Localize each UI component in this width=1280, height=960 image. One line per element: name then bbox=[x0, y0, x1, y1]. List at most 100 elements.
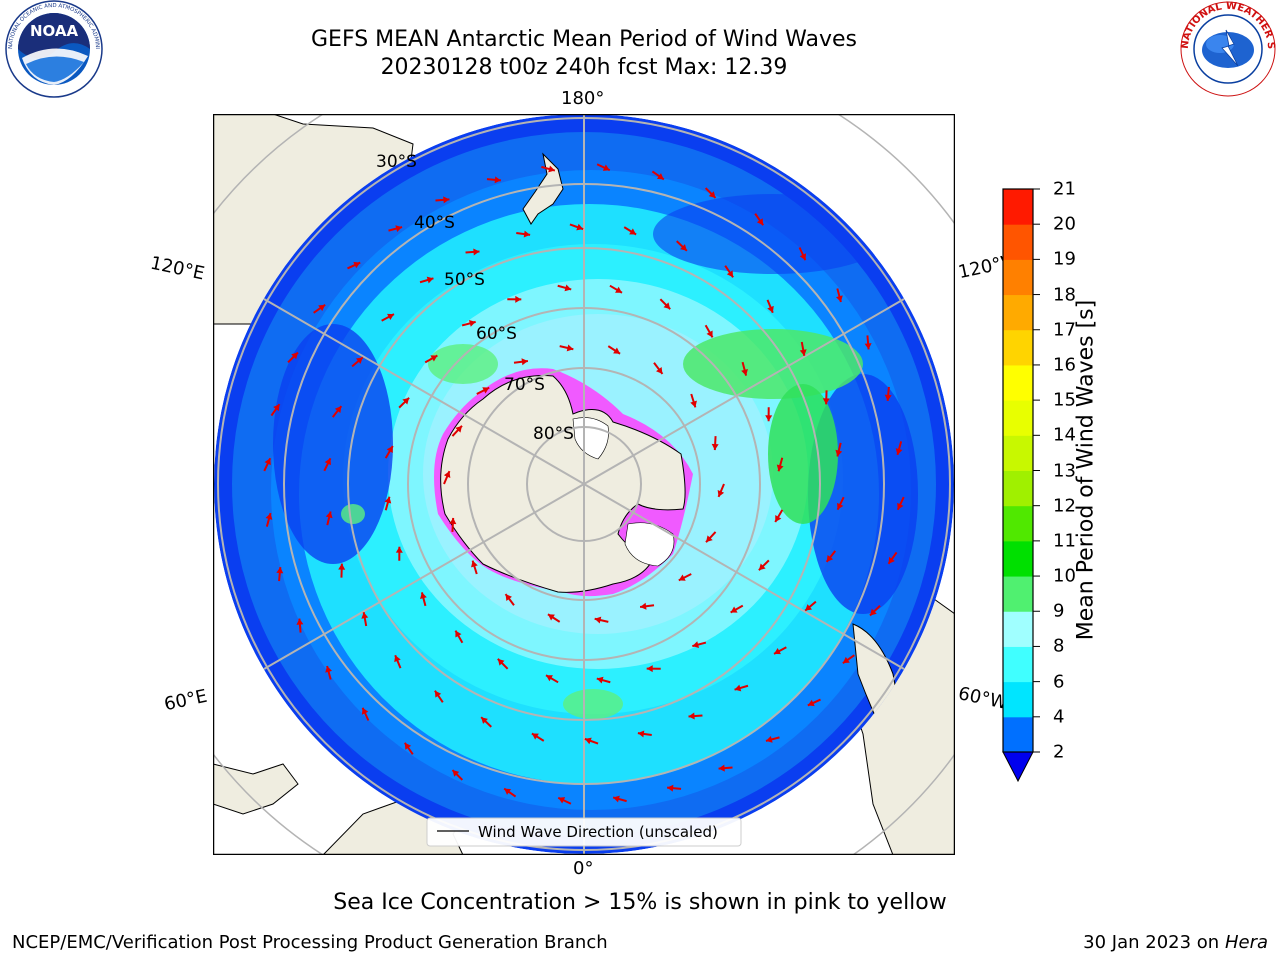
wind-arrow-head bbox=[734, 684, 742, 692]
colorbar-tick-label: 16 bbox=[1053, 354, 1076, 376]
wind-arrow-head bbox=[717, 490, 725, 497]
lon-label-180: 180° bbox=[561, 88, 605, 109]
wind-arrow-head bbox=[765, 415, 773, 422]
wind-arrow-head bbox=[430, 355, 438, 362]
colorbar-tick-label: 15 bbox=[1053, 389, 1076, 411]
wind-arrow-head bbox=[584, 737, 592, 745]
colorbar-label: Mean Period of Wind Waves [s] bbox=[1073, 299, 1099, 641]
wind-arrow-head bbox=[807, 699, 815, 707]
wind-arrow-head bbox=[667, 784, 674, 792]
lon-label-0: 0° bbox=[573, 858, 594, 879]
wind-arrow-head bbox=[726, 270, 734, 278]
colorbar-tick-label: 9 bbox=[1053, 600, 1065, 622]
wind-arrow-head bbox=[822, 398, 830, 405]
colorbar-segment bbox=[1003, 576, 1033, 612]
wind-arrow-head bbox=[468, 320, 476, 327]
colorbar-segment bbox=[1003, 364, 1033, 401]
wind-arrow-head bbox=[663, 302, 671, 310]
noaa-logo: NOAA NATIONAL OCEANIC AND ATMOSPHERIC AD… bbox=[2, 0, 103, 98]
colorbar-segment bbox=[1003, 435, 1033, 471]
colorbar-tick-label: 18 bbox=[1053, 284, 1076, 306]
colorbar-tick-label: 17 bbox=[1053, 319, 1076, 341]
lat-label-60s: 60°S bbox=[476, 324, 517, 344]
wind-arrow-head bbox=[678, 574, 686, 581]
wind-arrow-head bbox=[706, 330, 713, 338]
lon-label-120e: 120°E bbox=[148, 252, 207, 285]
wind-arrow-head bbox=[471, 560, 478, 568]
noaa-wordmark: NOAA bbox=[30, 22, 79, 40]
wind-arrow-head bbox=[629, 228, 637, 235]
wind-arrow-head bbox=[449, 517, 457, 525]
wind-arrow-head bbox=[324, 458, 331, 466]
footer-machine: Hera bbox=[1224, 932, 1268, 953]
wind-arrow-head bbox=[420, 592, 427, 600]
wind-arrow-head bbox=[505, 594, 512, 601]
wind-arrow-head bbox=[730, 606, 738, 613]
wind-arrow-head bbox=[523, 230, 531, 238]
chart-title: GEFS MEAN Antarctic Mean Period of Wind … bbox=[311, 27, 857, 52]
wind-arrow-head bbox=[455, 425, 462, 433]
wind-arrow-head bbox=[640, 602, 647, 610]
wind-arrow-head bbox=[718, 764, 725, 772]
wind-arrow-head bbox=[564, 284, 572, 292]
colorbar-segment bbox=[1003, 646, 1033, 683]
lon-label-60e: 60°E bbox=[162, 685, 209, 716]
wind-arrow-head bbox=[504, 788, 512, 795]
wind-arrow-head bbox=[826, 555, 834, 562]
wind-arrow-head bbox=[799, 349, 807, 356]
wind-arrow-head bbox=[706, 535, 713, 543]
sea-ice-note: Sea Ice Concentration > 15% is shown in … bbox=[333, 890, 947, 915]
colorbar-tick-label: 21 bbox=[1053, 178, 1076, 200]
wind-arrow-head bbox=[395, 225, 403, 233]
wind-arrow-head bbox=[767, 305, 774, 313]
wind-arrow-head bbox=[637, 730, 645, 738]
colorbar-segment bbox=[1003, 505, 1033, 542]
wind-arrow-head bbox=[566, 344, 574, 352]
wind-arrow-head bbox=[545, 675, 553, 682]
colorbar-extend-arrow bbox=[1002, 751, 1034, 783]
colorbar-segment bbox=[1003, 681, 1033, 718]
wind-arrow-head bbox=[594, 616, 602, 624]
colorbar-tick-label: 14 bbox=[1053, 424, 1076, 446]
wind-arrow-head bbox=[656, 367, 663, 374]
footer-date-text: 30 Jan 2023 on bbox=[1083, 932, 1220, 953]
colorbar-tick-label: 4 bbox=[1053, 706, 1065, 728]
map-legend: Wind Wave Direction (unscaled) bbox=[426, 817, 742, 847]
wind-arrow-head bbox=[273, 404, 280, 412]
wind-arrow-head bbox=[334, 406, 342, 413]
wind-arrow-head bbox=[835, 449, 843, 457]
wind-arrow-head bbox=[473, 248, 480, 256]
wind-arrow-head bbox=[276, 567, 284, 574]
colorbar bbox=[1002, 188, 1040, 783]
wind-arrow-head bbox=[482, 387, 490, 394]
wind-arrow-head bbox=[384, 496, 392, 504]
wind-arrow-head bbox=[884, 394, 892, 401]
wind-arrow-head bbox=[387, 313, 394, 321]
wind-arrow-head bbox=[515, 295, 522, 303]
wind-arrow-head bbox=[835, 295, 843, 303]
wind-arrow-head bbox=[452, 770, 460, 777]
colorbar-segment bbox=[1003, 400, 1033, 436]
wind-arrow-head bbox=[361, 707, 369, 715]
wind-arrow-head bbox=[837, 502, 844, 510]
wind-arrow-head bbox=[741, 368, 748, 376]
wind-arrow-head bbox=[265, 513, 273, 520]
colorbar-segment bbox=[1003, 189, 1033, 225]
colorbar-segment bbox=[1003, 540, 1033, 577]
wind-arrow-head bbox=[394, 655, 401, 663]
wind-arrow-head bbox=[613, 347, 621, 354]
colorbar-tick-label: 6 bbox=[1053, 671, 1065, 693]
colorbar-segment bbox=[1003, 611, 1033, 647]
wind-arrow-head bbox=[708, 191, 716, 198]
wind-arrow-head bbox=[602, 164, 610, 171]
wind-arrow-head bbox=[765, 735, 773, 743]
colorbar-tick-label: 2 bbox=[1053, 741, 1065, 763]
wind-arrow-head bbox=[776, 464, 784, 472]
colorbar-segment bbox=[1003, 294, 1033, 331]
wind-arrow-head bbox=[481, 717, 488, 724]
wind-arrow-head bbox=[758, 563, 766, 571]
wind-arrow-head bbox=[888, 556, 895, 564]
wind-arrow-head bbox=[355, 357, 363, 364]
wind-arrow-head bbox=[434, 690, 442, 698]
wind-arrow-head bbox=[264, 458, 271, 466]
